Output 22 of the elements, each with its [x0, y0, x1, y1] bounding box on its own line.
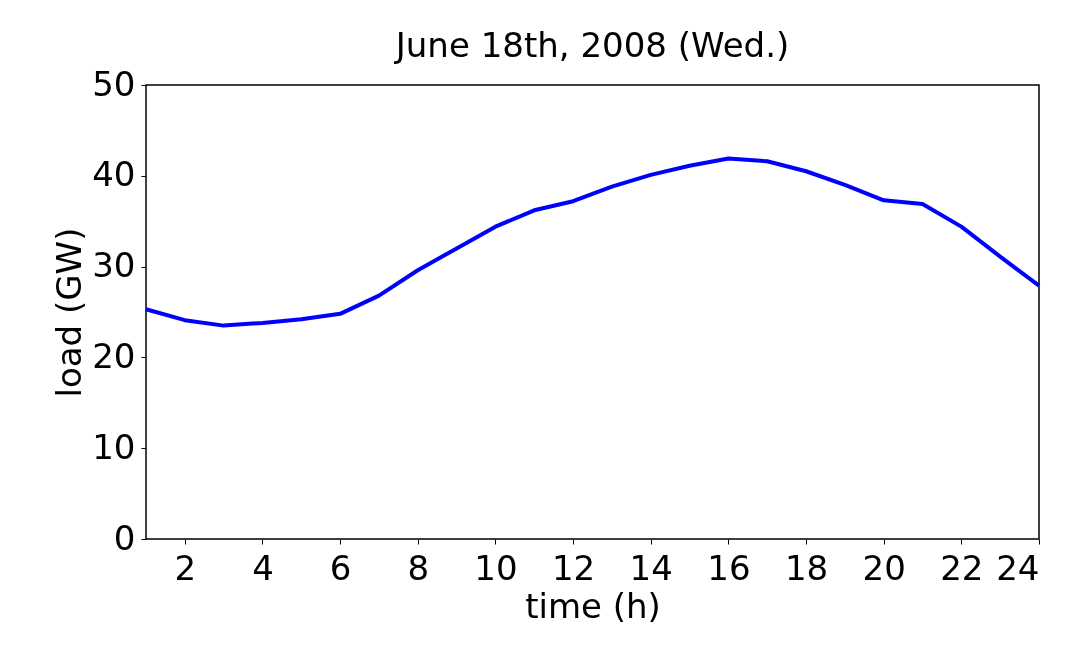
- y-tick-label: 10: [92, 426, 136, 467]
- x-tick-label: 12: [551, 547, 596, 588]
- y-tick-label: 20: [92, 335, 136, 376]
- x-tick-label: 14: [629, 547, 673, 588]
- x-tick-label: 24: [996, 547, 1040, 588]
- y-tick-label: 50: [92, 63, 136, 104]
- y-tick-label: 40: [92, 154, 136, 195]
- x-tick-label: 8: [407, 547, 430, 588]
- x-tick-label: 20: [862, 547, 906, 588]
- x-tick-label: 18: [784, 547, 829, 588]
- y-tick-label: 0: [113, 517, 136, 558]
- x-tick-label: 16: [707, 547, 751, 588]
- x-axis-title: time (h): [525, 585, 661, 626]
- chart-title: June 18th, 2008 (Wed.): [393, 25, 790, 65]
- x-tick-label: 2: [174, 547, 197, 588]
- x-tick-label: 6: [329, 547, 352, 588]
- x-tick-label: 4: [252, 547, 274, 588]
- x-tick-label: 10: [474, 547, 518, 588]
- x-tick-label: 22: [940, 547, 984, 588]
- y-tick-label: 30: [92, 245, 136, 286]
- line-series: [144, 156, 1041, 328]
- y-axis-title: load (GW): [49, 227, 90, 398]
